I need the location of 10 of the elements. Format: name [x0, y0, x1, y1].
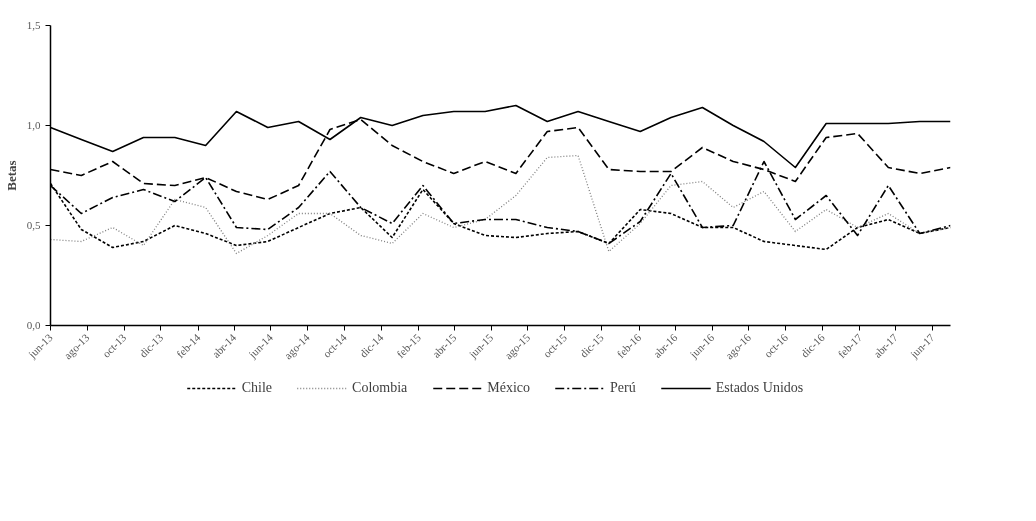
y-tick-label: 1,0 [26, 119, 41, 131]
y-tick-label: 1,5 [26, 19, 41, 31]
legend-label: Colombia [352, 380, 408, 396]
y-tick-label: 0,5 [26, 219, 41, 231]
y-tick-label: 0,0 [26, 319, 41, 331]
y-axis-title: Betas [3, 160, 19, 191]
legend-label: Estados Unidos [715, 380, 804, 396]
legend-label: Perú [610, 380, 636, 396]
legend-label: México [487, 380, 531, 396]
legend-label: Chile [241, 380, 273, 396]
